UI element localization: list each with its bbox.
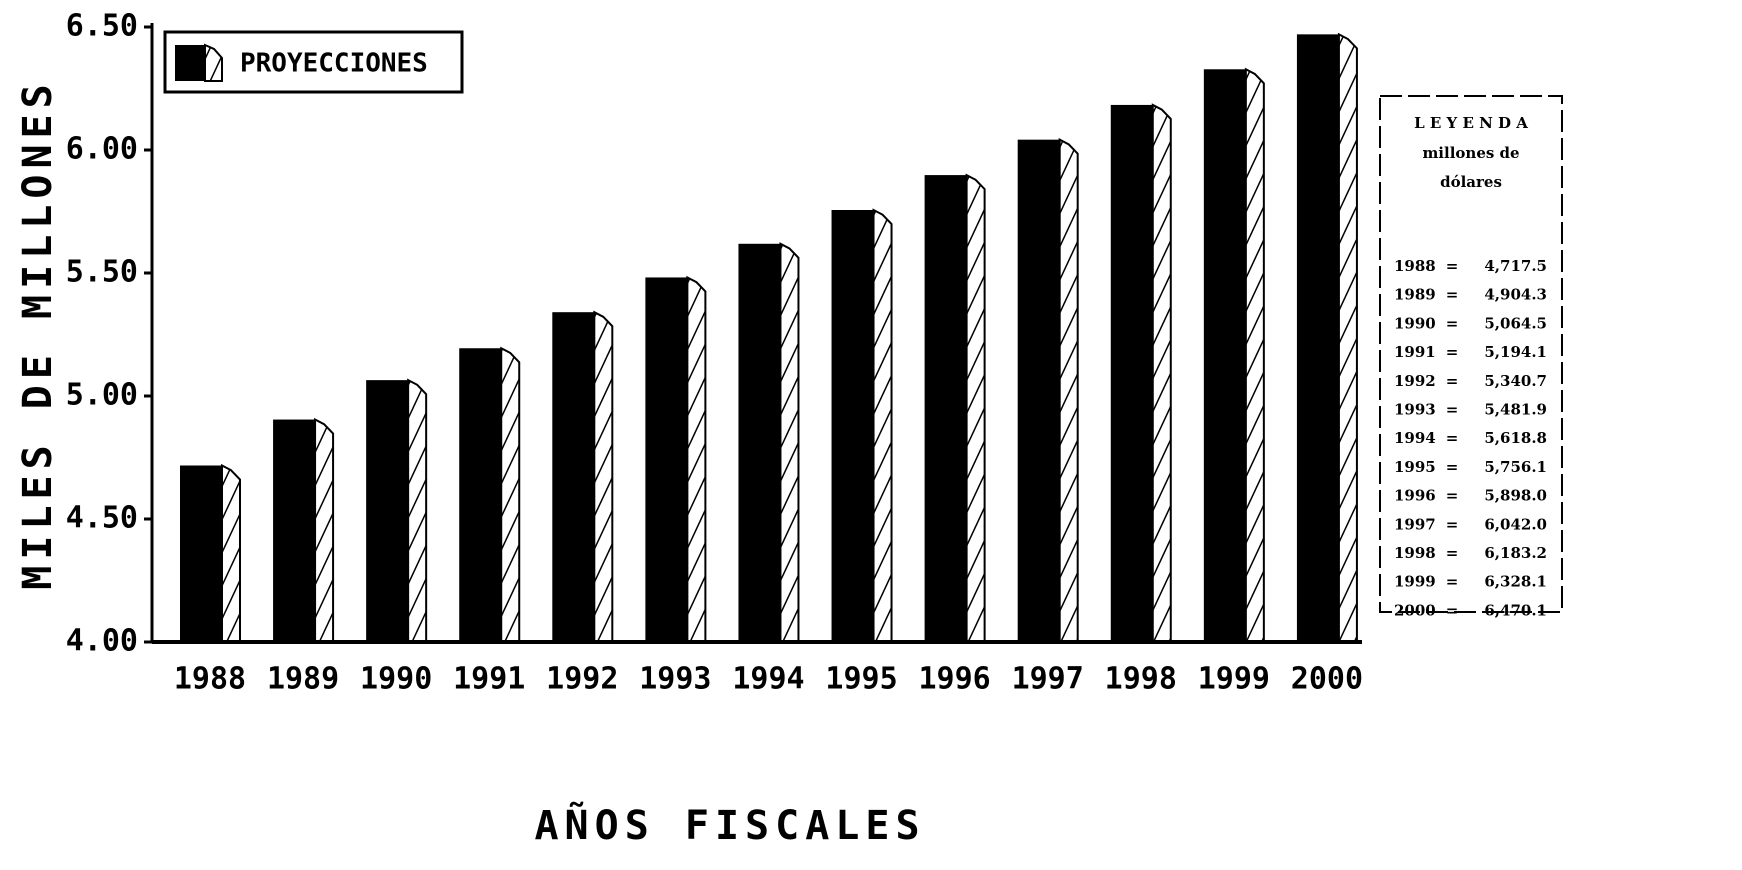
x-tick-label: 1990 xyxy=(360,662,432,697)
bar xyxy=(1203,69,1246,642)
table-value: 5,194.1 xyxy=(1484,343,1547,361)
x-tick-label: 2000 xyxy=(1291,662,1363,697)
bar-side xyxy=(314,417,335,643)
table-value: 5,756.1 xyxy=(1484,458,1547,476)
legend-swatch xyxy=(175,45,205,81)
series-legend: PROYECCIONES xyxy=(163,30,464,94)
table-value: 6,042.0 xyxy=(1484,515,1547,533)
table-sep: = xyxy=(1446,401,1459,419)
bar xyxy=(459,348,502,642)
bar xyxy=(1017,139,1060,642)
table-value: 5,064.5 xyxy=(1484,314,1547,332)
x-axis-label: AÑOS FISCALES xyxy=(534,801,925,849)
x-tick-label: 1997 xyxy=(1012,662,1084,697)
bar xyxy=(738,243,781,642)
y-tick-label: 6.00 xyxy=(66,132,138,167)
x-tick-label: 1995 xyxy=(825,662,897,697)
table-value: 4,904.3 xyxy=(1484,286,1547,304)
bar xyxy=(273,419,316,642)
bar xyxy=(924,175,967,643)
table-sep: = xyxy=(1446,573,1459,591)
bar xyxy=(1110,104,1153,642)
y-axis-label: MILES DE MILLONES xyxy=(15,78,61,589)
table-unit: dólares xyxy=(1440,173,1502,191)
table-sep: = xyxy=(1446,314,1459,332)
table-sep: = xyxy=(1446,372,1459,390)
x-tick-label: 1989 xyxy=(267,662,339,697)
table-box xyxy=(1379,95,1563,613)
x-tick-label: 1992 xyxy=(546,662,618,697)
bar-side xyxy=(500,346,521,643)
y-tick-label: 5.50 xyxy=(66,255,138,290)
table-unit: millones de xyxy=(1422,144,1519,162)
x-tick-label: 1999 xyxy=(1198,662,1270,697)
table-sep: = xyxy=(1446,343,1459,361)
bar-side xyxy=(407,378,428,643)
table-value: 5,618.8 xyxy=(1484,429,1547,447)
legend-swatch-side xyxy=(204,43,223,82)
x-tick-label: 1996 xyxy=(918,662,990,697)
table-sep: = xyxy=(1446,286,1459,304)
table-year: 2000 xyxy=(1394,601,1436,619)
table-year: 1994 xyxy=(1394,429,1436,447)
table-value: 4,717.5 xyxy=(1484,257,1547,275)
bar-side xyxy=(965,173,986,643)
table-value: 6,470.1 xyxy=(1484,601,1547,619)
y-tick-label: 4.50 xyxy=(66,501,138,536)
table-year: 1989 xyxy=(1394,286,1436,304)
table-year: 1990 xyxy=(1394,314,1436,332)
table-sep: = xyxy=(1446,487,1459,505)
bar-side xyxy=(686,275,707,643)
bar-side xyxy=(1337,32,1358,643)
bar-side xyxy=(779,242,800,643)
table-sep: = xyxy=(1446,429,1459,447)
y-tick-label: 5.00 xyxy=(66,378,138,413)
bar-side xyxy=(1058,138,1079,643)
bar-side xyxy=(872,208,893,643)
bar xyxy=(645,277,688,642)
table-sep: = xyxy=(1446,544,1459,562)
table-year: 1996 xyxy=(1394,487,1436,505)
table-title: L E Y E N D A xyxy=(1414,114,1528,132)
bar xyxy=(552,312,595,642)
table-value: 6,183.2 xyxy=(1484,544,1547,562)
table-year: 1993 xyxy=(1394,401,1436,419)
table-year: 1999 xyxy=(1394,573,1436,591)
bar-side xyxy=(1151,103,1172,643)
bar-side xyxy=(221,463,241,643)
bar xyxy=(831,209,874,643)
table-year: 1995 xyxy=(1394,458,1436,476)
table-year: 1997 xyxy=(1394,515,1436,533)
bar xyxy=(366,380,409,642)
y-tick-label: 4.00 xyxy=(66,624,138,659)
table-sep: = xyxy=(1446,515,1459,533)
bar-side xyxy=(593,310,614,643)
x-tick-label: 1994 xyxy=(732,662,804,697)
table-value: 5,340.7 xyxy=(1484,372,1547,390)
table-sep: = xyxy=(1446,458,1459,476)
table-year: 1991 xyxy=(1394,343,1436,361)
table-value: 5,898.0 xyxy=(1484,487,1547,505)
x-tick-label: 1998 xyxy=(1105,662,1177,697)
data-table: L E Y E N D A millones de dólares xyxy=(1379,95,1563,613)
bar xyxy=(180,465,222,642)
table-sep: = xyxy=(1446,257,1459,275)
table-sep: = xyxy=(1446,601,1459,619)
table-value: 5,481.9 xyxy=(1484,401,1547,419)
y-tick-label: 6.50 xyxy=(66,9,138,44)
x-tick-label: 1988 xyxy=(174,662,246,697)
x-tick-label: 1991 xyxy=(453,662,525,697)
table-year: 1988 xyxy=(1394,257,1436,275)
table-year: 1992 xyxy=(1394,372,1436,390)
table-year: 1998 xyxy=(1394,544,1436,562)
bar xyxy=(1296,34,1339,642)
table-value: 6,328.1 xyxy=(1484,573,1547,591)
x-tick-label: 1993 xyxy=(639,662,711,697)
legend-label: PROYECCIONES xyxy=(240,49,428,79)
bar-side xyxy=(1244,67,1265,643)
